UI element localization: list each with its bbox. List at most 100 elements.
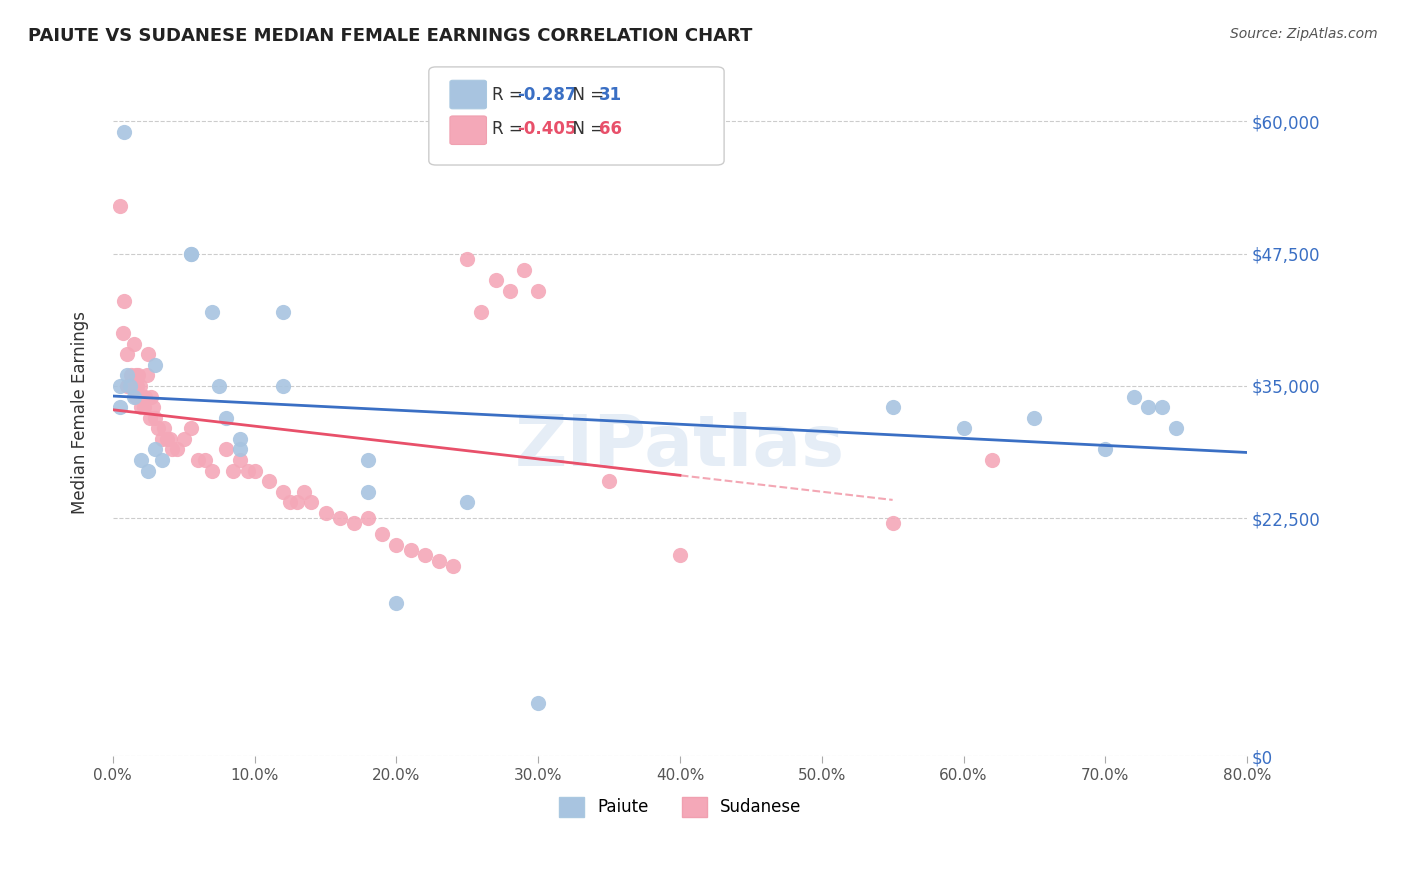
- Point: [173, 432, 195, 446]
- Point: [118, 379, 141, 393]
- Point: [1150, 400, 1173, 414]
- Point: [108, 379, 131, 393]
- Point: [180, 246, 202, 260]
- Point: [108, 199, 131, 213]
- Point: [152, 453, 174, 467]
- Point: [111, 326, 134, 340]
- Point: [527, 284, 550, 298]
- Point: [215, 410, 238, 425]
- Text: Source: ZipAtlas.com: Source: ZipAtlas.com: [1230, 27, 1378, 41]
- Point: [136, 347, 159, 361]
- Text: N =: N =: [562, 120, 610, 138]
- Text: -0.405: -0.405: [517, 120, 576, 138]
- Point: [1024, 410, 1046, 425]
- Point: [138, 410, 160, 425]
- Point: [236, 464, 259, 478]
- Text: 31: 31: [599, 86, 621, 103]
- Point: [122, 336, 145, 351]
- Point: [129, 453, 152, 467]
- Point: [1136, 400, 1159, 414]
- Point: [271, 484, 294, 499]
- Point: [124, 368, 146, 383]
- Point: [527, 697, 550, 711]
- Point: [980, 453, 1002, 467]
- Point: [180, 246, 202, 260]
- Point: [456, 252, 478, 266]
- Text: ZIPatlas: ZIPatlas: [515, 412, 845, 482]
- Point: [456, 495, 478, 509]
- Point: [115, 379, 138, 393]
- Point: [141, 400, 163, 414]
- Point: [145, 442, 167, 457]
- Point: [153, 421, 176, 435]
- Point: [371, 527, 394, 541]
- Point: [222, 464, 245, 478]
- Point: [271, 379, 294, 393]
- Point: [187, 453, 209, 467]
- Point: [136, 464, 159, 478]
- Point: [120, 368, 142, 383]
- Point: [122, 390, 145, 404]
- Point: [112, 294, 135, 309]
- Text: R =: R =: [492, 120, 529, 138]
- Point: [413, 548, 436, 562]
- Point: [124, 390, 146, 404]
- Point: [1122, 390, 1144, 404]
- Text: R =: R =: [492, 86, 529, 103]
- Point: [292, 484, 315, 499]
- Text: 66: 66: [599, 120, 621, 138]
- Point: [201, 305, 224, 319]
- Point: [115, 368, 138, 383]
- Point: [513, 262, 536, 277]
- Point: [882, 516, 904, 531]
- Text: -0.287: -0.287: [517, 86, 576, 103]
- Point: [139, 390, 162, 404]
- Point: [208, 379, 231, 393]
- Point: [299, 495, 322, 509]
- Point: [315, 506, 337, 520]
- Point: [229, 442, 252, 457]
- Point: [485, 273, 508, 287]
- Point: [194, 453, 217, 467]
- Point: [180, 421, 202, 435]
- Point: [427, 553, 450, 567]
- Point: [201, 464, 224, 478]
- Point: [129, 400, 152, 414]
- Y-axis label: Median Female Earnings: Median Female Earnings: [72, 311, 89, 514]
- Point: [135, 368, 157, 383]
- Point: [271, 305, 294, 319]
- Point: [108, 400, 131, 414]
- Point: [385, 596, 408, 610]
- Point: [243, 464, 266, 478]
- Point: [278, 495, 301, 509]
- Point: [470, 305, 492, 319]
- Point: [357, 484, 380, 499]
- Point: [128, 379, 150, 393]
- Point: [127, 368, 149, 383]
- Point: [882, 400, 904, 414]
- Point: [229, 453, 252, 467]
- Point: [1094, 442, 1116, 457]
- Point: [132, 400, 155, 414]
- Point: [1166, 421, 1188, 435]
- Point: [162, 442, 184, 457]
- Point: [952, 421, 974, 435]
- Point: [669, 548, 692, 562]
- Point: [115, 347, 138, 361]
- Point: [357, 511, 380, 525]
- Point: [152, 432, 174, 446]
- Point: [343, 516, 366, 531]
- Point: [159, 432, 181, 446]
- Point: [125, 379, 148, 393]
- Point: [441, 558, 464, 573]
- Point: [145, 410, 167, 425]
- Point: [134, 390, 156, 404]
- Point: [156, 432, 179, 446]
- Point: [357, 453, 380, 467]
- Text: N =: N =: [562, 86, 610, 103]
- Point: [257, 474, 280, 488]
- Point: [145, 358, 167, 372]
- Point: [112, 125, 135, 139]
- Point: [499, 284, 522, 298]
- Point: [229, 432, 252, 446]
